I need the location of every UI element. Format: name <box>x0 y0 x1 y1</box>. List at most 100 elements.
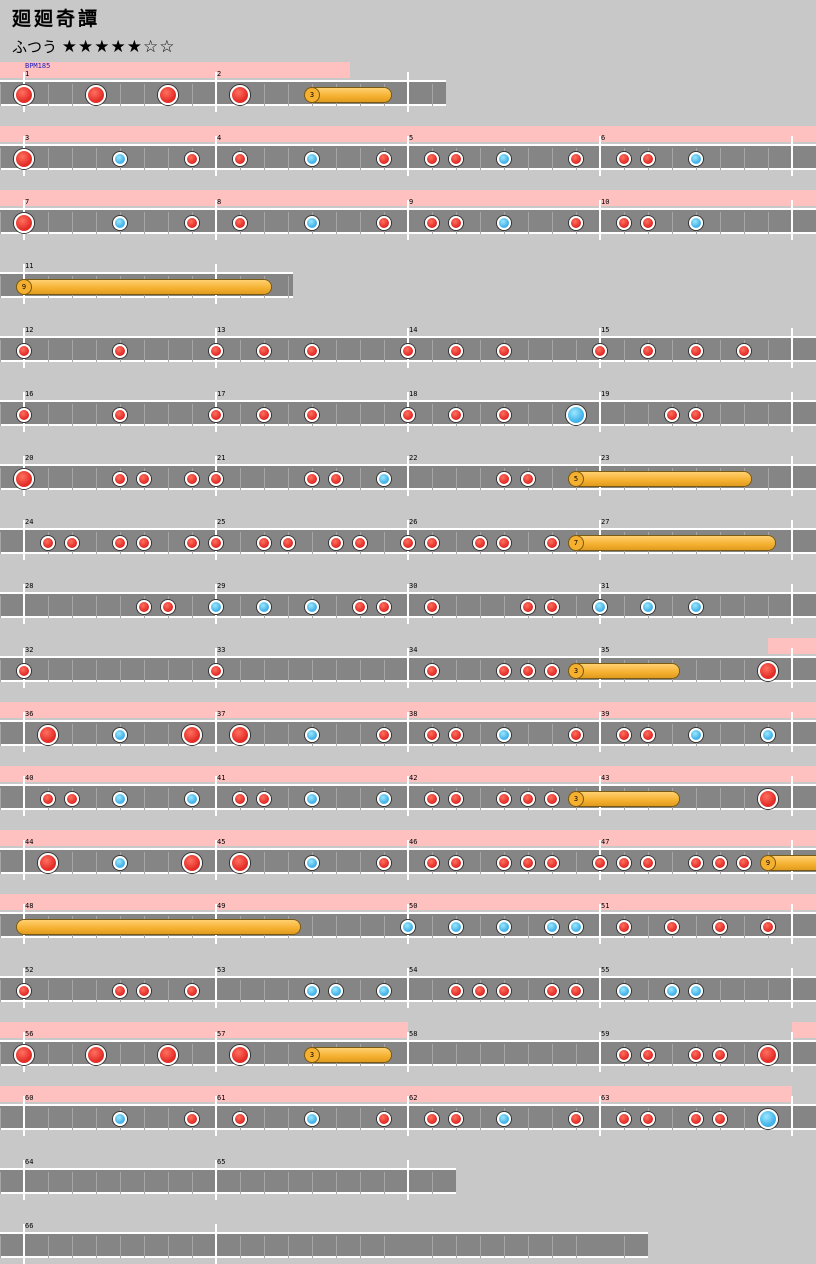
beat-line <box>384 916 385 938</box>
measure-number: 46 <box>409 838 418 846</box>
beat-line <box>744 1108 745 1130</box>
note-lane <box>0 1232 648 1258</box>
beat-line <box>528 212 529 234</box>
don-note <box>17 408 31 422</box>
measure-number: 22 <box>409 454 418 462</box>
beat-line <box>384 660 385 682</box>
beat-line <box>528 1044 529 1066</box>
don-note <box>329 536 343 550</box>
beat-line <box>336 212 337 234</box>
measure-number: 19 <box>601 390 610 398</box>
beat-line <box>648 980 649 1002</box>
don-note <box>401 408 415 422</box>
ka-note <box>305 984 319 998</box>
measure-number: 54 <box>409 966 418 974</box>
gogo-band <box>0 126 816 142</box>
ka-note <box>497 1112 511 1126</box>
beat-line <box>576 340 577 362</box>
beat-line <box>192 84 193 106</box>
bar-line <box>215 712 217 752</box>
beat-line <box>456 596 457 618</box>
beat-line <box>72 596 73 618</box>
ka-note <box>497 216 511 230</box>
beat-line <box>168 724 169 746</box>
bar-line <box>23 776 25 816</box>
don-note <box>449 344 463 358</box>
beat-line <box>264 980 265 1002</box>
don-note <box>14 213 34 233</box>
don-note <box>449 152 463 166</box>
beat-line <box>552 1044 553 1066</box>
beat-line <box>456 468 457 490</box>
ka-note <box>665 984 679 998</box>
beat-line <box>96 404 97 426</box>
difficulty-stars: ★★★★★☆☆ <box>61 37 176 57</box>
ka-note <box>377 472 391 486</box>
bar-line <box>791 1032 793 1072</box>
don-note <box>38 853 58 873</box>
don-note <box>593 344 607 358</box>
don-note <box>158 85 178 105</box>
bar-line <box>215 136 217 176</box>
beat-line <box>96 980 97 1002</box>
beat-line <box>480 596 481 618</box>
don-note <box>257 408 271 422</box>
beat-line <box>720 980 721 1002</box>
drumroll-head: 9 <box>17 280 31 294</box>
beat-line <box>144 212 145 234</box>
bar-line <box>599 968 601 1008</box>
ka-note <box>689 984 703 998</box>
gogo-band <box>0 62 351 78</box>
difficulty-line: ふつう ★★★★★☆☆ <box>12 36 175 57</box>
measure-number: 25 <box>217 518 226 526</box>
beat-line <box>96 596 97 618</box>
don-note <box>425 856 439 870</box>
gogo-band <box>792 1022 816 1038</box>
beat-line <box>96 212 97 234</box>
beat-line <box>336 404 337 426</box>
don-note <box>185 472 199 486</box>
bar-line <box>599 392 601 432</box>
measure-number: 2 <box>217 70 222 78</box>
beat-line <box>720 660 721 682</box>
ka-note <box>305 728 319 742</box>
beat-line <box>744 980 745 1002</box>
beat-line <box>432 1044 433 1066</box>
beat-line <box>552 212 553 234</box>
beat-line <box>432 1172 433 1194</box>
bar-line <box>791 328 793 368</box>
beat-line <box>744 596 745 618</box>
beat-line <box>312 1172 313 1194</box>
don-note <box>14 85 34 105</box>
don-note <box>425 1112 439 1126</box>
bar-line <box>407 968 409 1008</box>
don-note <box>230 725 250 745</box>
bar-line <box>215 1032 217 1072</box>
beat-line <box>0 1044 1 1066</box>
beat-line <box>432 340 433 362</box>
don-note <box>425 728 439 742</box>
beat-line <box>336 596 337 618</box>
bar-line <box>791 136 793 176</box>
beat-line <box>144 788 145 810</box>
beat-line <box>168 148 169 170</box>
beat-line <box>360 1236 361 1258</box>
don-note <box>17 344 31 358</box>
beat-line <box>192 340 193 362</box>
don-note <box>65 536 79 550</box>
don-note <box>497 664 511 678</box>
don-note <box>425 600 439 614</box>
bar-line <box>791 520 793 560</box>
drumroll-note <box>569 792 679 806</box>
don-note <box>569 152 583 166</box>
measure-number: 50 <box>409 902 418 910</box>
beat-line <box>288 340 289 362</box>
beat-line <box>264 852 265 874</box>
measure-number: 49 <box>217 902 226 910</box>
don-note <box>641 344 655 358</box>
beat-line <box>192 596 193 618</box>
don-note <box>569 984 583 998</box>
measure-number: 33 <box>217 646 226 654</box>
measure-number: 64 <box>25 1158 34 1166</box>
don-note <box>425 792 439 806</box>
